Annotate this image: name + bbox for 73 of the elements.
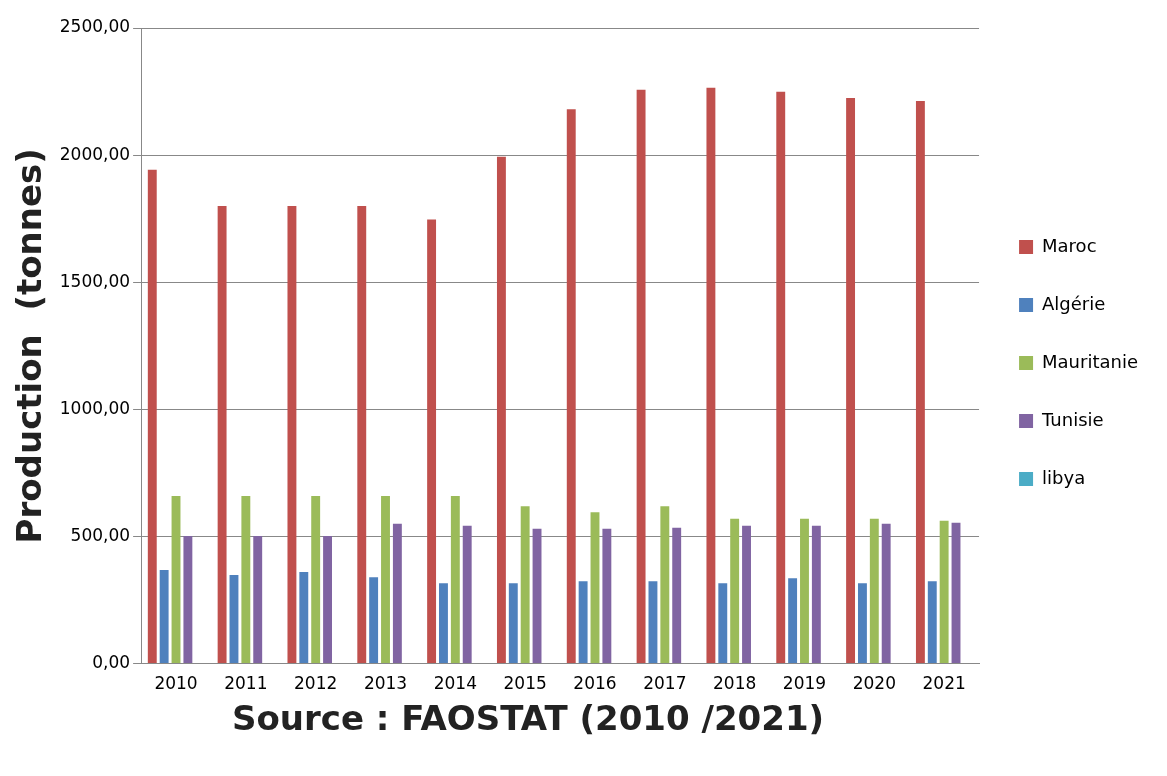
bar — [357, 205, 367, 664]
bar — [229, 575, 239, 664]
legend-label: libya — [1042, 466, 1086, 488]
bar — [147, 169, 157, 664]
y-tick-label: 1500,00 — [59, 270, 131, 291]
x-tick-label: 2012 — [294, 673, 338, 694]
legend-label: Maroc — [1042, 234, 1097, 256]
bar — [287, 205, 297, 664]
bar — [427, 219, 437, 664]
bar — [939, 520, 949, 664]
bar — [915, 100, 925, 664]
x-tick-label: 2018 — [713, 673, 757, 694]
bar — [776, 91, 786, 664]
bar — [311, 496, 321, 664]
bar — [660, 506, 670, 664]
bar — [520, 506, 530, 664]
x-tick-label: 2010 — [154, 673, 198, 694]
bar — [392, 523, 402, 664]
bar — [578, 581, 588, 664]
bar — [323, 535, 332, 664]
bar — [566, 109, 576, 664]
bar — [590, 512, 600, 664]
legend-label: Algérie — [1042, 292, 1106, 314]
bar — [636, 89, 646, 664]
source-note: Source : FAOSTAT (2010 /2021) — [230, 698, 826, 738]
bar — [253, 535, 263, 664]
bar — [706, 87, 716, 664]
bar — [532, 528, 542, 664]
bar — [602, 528, 612, 664]
bar — [857, 583, 867, 664]
bar — [718, 583, 728, 664]
bar — [788, 578, 798, 664]
bar — [869, 518, 879, 664]
legend-label: Tunisie — [1041, 408, 1104, 430]
y-tick-label: 2000,00 — [59, 143, 131, 164]
x-tick-label: 2015 — [503, 673, 547, 694]
bar — [742, 525, 751, 664]
bar — [951, 522, 961, 664]
x-tick-label: 2020 — [852, 673, 896, 694]
bar — [846, 97, 856, 664]
bar — [171, 496, 181, 664]
bar — [183, 535, 193, 664]
bar — [672, 527, 682, 664]
x-tick-label: 2011 — [224, 673, 268, 694]
bar — [648, 581, 658, 664]
bar — [881, 523, 891, 664]
bar — [439, 583, 448, 664]
bar — [217, 205, 227, 664]
bar — [800, 518, 809, 664]
bar — [508, 583, 518, 664]
bar — [462, 525, 472, 664]
bar — [450, 496, 460, 664]
bar — [381, 496, 390, 664]
y-tick-label: 2500,00 — [59, 16, 131, 37]
bar — [369, 577, 379, 664]
x-tick-label: 2013 — [363, 673, 408, 694]
bar — [496, 156, 506, 664]
bar — [811, 525, 821, 664]
x-tick-label: 2014 — [433, 673, 477, 694]
legend-label: Mauritanie — [1042, 350, 1139, 372]
y-tick-label: 1000,00 — [59, 397, 131, 418]
y-tick-label: 0,00 — [92, 652, 131, 673]
bar — [159, 570, 169, 664]
bar — [299, 572, 309, 664]
y-tick-label: 500,00 — [70, 524, 131, 545]
bar — [730, 518, 740, 664]
bar — [927, 581, 937, 664]
x-tick-label: 2017 — [643, 673, 687, 694]
x-tick-label: 2019 — [782, 673, 827, 694]
y-axis-title: Production (tonnes) — [9, 148, 50, 544]
bar — [241, 496, 251, 664]
x-tick-label: 2021 — [922, 673, 966, 694]
x-tick-label: 2016 — [573, 673, 617, 694]
